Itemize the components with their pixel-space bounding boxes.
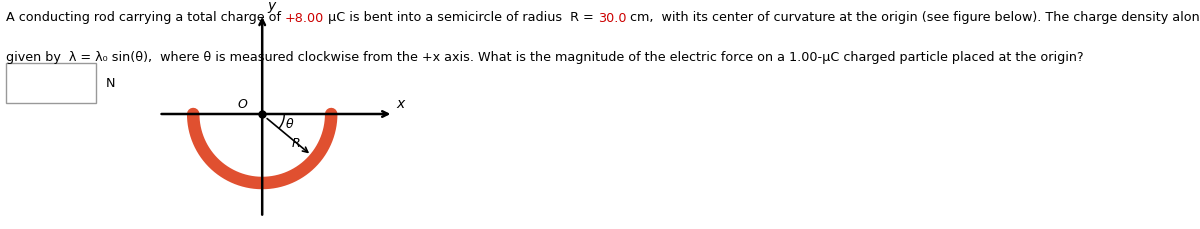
- Text: cm,  with its center of curvature at the origin (see figure below). The charge d: cm, with its center of curvature at the …: [626, 11, 1200, 25]
- Text: μC is bent into a semicircle of radius  R =: μC is bent into a semicircle of radius R…: [324, 11, 598, 25]
- Text: N: N: [106, 77, 115, 90]
- Text: R: R: [292, 137, 300, 150]
- Text: 30.0: 30.0: [598, 11, 626, 25]
- Text: θ: θ: [286, 118, 293, 131]
- Text: x: x: [397, 96, 404, 110]
- Text: y: y: [268, 0, 275, 13]
- Text: O: O: [238, 97, 247, 110]
- Text: +8.00: +8.00: [286, 11, 324, 25]
- Text: given by  λ = λ₀ sin(θ),  where θ is measured clockwise from the +x axis. What i: given by λ = λ₀ sin(θ), where θ is measu…: [6, 50, 1084, 63]
- FancyBboxPatch shape: [6, 64, 96, 103]
- Text: A conducting rod carrying a total charge of: A conducting rod carrying a total charge…: [6, 11, 286, 25]
